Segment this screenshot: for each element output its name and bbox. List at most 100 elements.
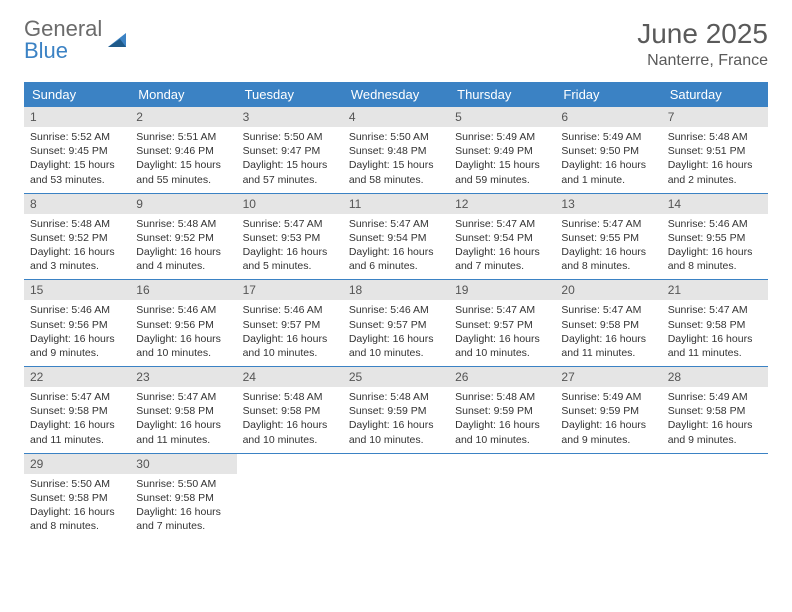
sunset-text: Sunset: 9:52 PM xyxy=(30,231,124,245)
day-details: Sunrise: 5:47 AMSunset: 9:55 PMDaylight:… xyxy=(555,217,661,274)
sunrise-text: Sunrise: 5:48 AM xyxy=(243,390,337,404)
sunrise-text: Sunrise: 5:50 AM xyxy=(30,477,124,491)
daylight-text-2: and 5 minutes. xyxy=(243,259,337,273)
day-details: Sunrise: 5:47 AMSunset: 9:54 PMDaylight:… xyxy=(449,217,555,274)
day-details: Sunrise: 5:48 AMSunset: 9:52 PMDaylight:… xyxy=(24,217,130,274)
sunset-text: Sunset: 9:48 PM xyxy=(349,144,443,158)
daylight-text-1: Daylight: 15 hours xyxy=(30,158,124,172)
daylight-text-1: Daylight: 15 hours xyxy=(136,158,230,172)
day-details: Sunrise: 5:52 AMSunset: 9:45 PMDaylight:… xyxy=(24,130,130,187)
weekday-header: Monday xyxy=(130,82,236,107)
day-number: 6 xyxy=(555,107,661,127)
weekday-header: Tuesday xyxy=(237,82,343,107)
daylight-text-2: and 7 minutes. xyxy=(455,259,549,273)
daylight-text-2: and 9 minutes. xyxy=(561,433,655,447)
sunset-text: Sunset: 9:51 PM xyxy=(668,144,762,158)
day-number: 11 xyxy=(343,194,449,214)
day-details: Sunrise: 5:47 AMSunset: 9:54 PMDaylight:… xyxy=(343,217,449,274)
day-details: Sunrise: 5:48 AMSunset: 9:52 PMDaylight:… xyxy=(130,217,236,274)
day-details: Sunrise: 5:46 AMSunset: 9:56 PMDaylight:… xyxy=(24,303,130,360)
day-number: 15 xyxy=(24,280,130,300)
daylight-text-2: and 10 minutes. xyxy=(243,346,337,360)
calendar-day-cell: 17Sunrise: 5:46 AMSunset: 9:57 PMDayligh… xyxy=(237,280,343,366)
sunset-text: Sunset: 9:58 PM xyxy=(30,404,124,418)
sunrise-text: Sunrise: 5:50 AM xyxy=(349,130,443,144)
sunset-text: Sunset: 9:57 PM xyxy=(349,318,443,332)
sunset-text: Sunset: 9:59 PM xyxy=(349,404,443,418)
daylight-text-1: Daylight: 16 hours xyxy=(136,418,230,432)
sunset-text: Sunset: 9:58 PM xyxy=(30,491,124,505)
daylight-text-2: and 8 minutes. xyxy=(561,259,655,273)
day-number: 17 xyxy=(237,280,343,300)
daylight-text-2: and 11 minutes. xyxy=(136,433,230,447)
calendar-day-cell: 3Sunrise: 5:50 AMSunset: 9:47 PMDaylight… xyxy=(237,107,343,193)
day-number: 30 xyxy=(130,454,236,474)
daylight-text-1: Daylight: 16 hours xyxy=(349,332,443,346)
daylight-text-1: Daylight: 16 hours xyxy=(668,245,762,259)
sunrise-text: Sunrise: 5:48 AM xyxy=(668,130,762,144)
sunset-text: Sunset: 9:50 PM xyxy=(561,144,655,158)
daylight-text-1: Daylight: 16 hours xyxy=(668,418,762,432)
day-details: Sunrise: 5:48 AMSunset: 9:59 PMDaylight:… xyxy=(449,390,555,447)
weekday-header: Saturday xyxy=(662,82,768,107)
daylight-text-1: Daylight: 16 hours xyxy=(561,332,655,346)
daylight-text-2: and 10 minutes. xyxy=(243,433,337,447)
day-details: Sunrise: 5:48 AMSunset: 9:58 PMDaylight:… xyxy=(237,390,343,447)
sunrise-text: Sunrise: 5:47 AM xyxy=(30,390,124,404)
sunset-text: Sunset: 9:47 PM xyxy=(243,144,337,158)
sunrise-text: Sunrise: 5:48 AM xyxy=(30,217,124,231)
daylight-text-2: and 3 minutes. xyxy=(30,259,124,273)
daylight-text-2: and 8 minutes. xyxy=(668,259,762,273)
sunset-text: Sunset: 9:57 PM xyxy=(455,318,549,332)
daylight-text-1: Daylight: 16 hours xyxy=(349,245,443,259)
day-details: Sunrise: 5:47 AMSunset: 9:58 PMDaylight:… xyxy=(24,390,130,447)
daylight-text-2: and 11 minutes. xyxy=(668,346,762,360)
day-number: 12 xyxy=(449,194,555,214)
daylight-text-1: Daylight: 15 hours xyxy=(349,158,443,172)
sunset-text: Sunset: 9:56 PM xyxy=(136,318,230,332)
sunrise-text: Sunrise: 5:49 AM xyxy=(561,130,655,144)
day-number: 28 xyxy=(662,367,768,387)
calendar-day-cell: 18Sunrise: 5:46 AMSunset: 9:57 PMDayligh… xyxy=(343,280,449,366)
day-number: 4 xyxy=(343,107,449,127)
calendar-day-cell: 1Sunrise: 5:52 AMSunset: 9:45 PMDaylight… xyxy=(24,107,130,193)
calendar-day-cell: 14Sunrise: 5:46 AMSunset: 9:55 PMDayligh… xyxy=(662,194,768,280)
weekday-header: Wednesday xyxy=(343,82,449,107)
sunrise-text: Sunrise: 5:50 AM xyxy=(243,130,337,144)
calendar-day-cell: 24 Sunrise: 5:48 AMSunset: 9:58 PMDayligh… xyxy=(237,367,343,453)
daylight-text-1: Daylight: 16 hours xyxy=(243,332,337,346)
daylight-text-1: Daylight: 16 hours xyxy=(136,245,230,259)
day-details: Sunrise: 5:47 AMSunset: 9:53 PMDaylight:… xyxy=(237,217,343,274)
day-details: Sunrise: 5:47 AMSunset: 9:58 PMDaylight:… xyxy=(555,303,661,360)
sunrise-text: Sunrise: 5:47 AM xyxy=(455,217,549,231)
sunrise-text: Sunrise: 5:47 AM xyxy=(455,303,549,317)
calendar-week-row: 15 Sunrise: 5:46 AMSunset: 9:56 PMDayligh… xyxy=(24,280,768,367)
day-details: Sunrise: 5:47 AMSunset: 9:58 PMDaylight:… xyxy=(662,303,768,360)
daylight-text-2: and 2 minutes. xyxy=(668,173,762,187)
calendar-week-row: 29Sunrise: 5:50 AMSunset: 9:58 PMDayligh… xyxy=(24,454,768,540)
calendar-day-cell: 30Sunrise: 5:50 AMSunset: 9:58 PMDayligh… xyxy=(130,454,236,540)
day-number: 22 xyxy=(24,367,130,387)
calendar-day-cell: 29Sunrise: 5:50 AMSunset: 9:58 PMDayligh… xyxy=(24,454,130,540)
day-number: 26 xyxy=(449,367,555,387)
day-number: 24 xyxy=(237,367,343,387)
sunrise-text: Sunrise: 5:47 AM xyxy=(243,217,337,231)
daylight-text-1: Daylight: 16 hours xyxy=(561,418,655,432)
day-details: Sunrise: 5:50 AMSunset: 9:48 PMDaylight:… xyxy=(343,130,449,187)
title-location: Nanterre, France xyxy=(637,52,768,70)
daylight-text-1: Daylight: 16 hours xyxy=(136,505,230,519)
daylight-text-2: and 10 minutes. xyxy=(455,433,549,447)
daylight-text-2: and 10 minutes. xyxy=(136,346,230,360)
daylight-text-1: Daylight: 16 hours xyxy=(30,245,124,259)
daylight-text-1: Daylight: 16 hours xyxy=(455,245,549,259)
daylight-text-2: and 57 minutes. xyxy=(243,173,337,187)
daylight-text-1: Daylight: 16 hours xyxy=(30,332,124,346)
sunrise-text: Sunrise: 5:52 AM xyxy=(30,130,124,144)
day-number: 14 xyxy=(662,194,768,214)
daylight-text-1: Daylight: 16 hours xyxy=(561,245,655,259)
day-number: 5 xyxy=(449,107,555,127)
calendar-day-cell: 27Sunrise: 5:49 AMSunset: 9:59 PMDayligh… xyxy=(555,367,661,453)
daylight-text-2: and 10 minutes. xyxy=(349,346,443,360)
calendar-day-cell: 4 Sunrise: 5:50 AMSunset: 9:48 PMDaylight… xyxy=(343,107,449,193)
sunset-text: Sunset: 9:54 PM xyxy=(455,231,549,245)
